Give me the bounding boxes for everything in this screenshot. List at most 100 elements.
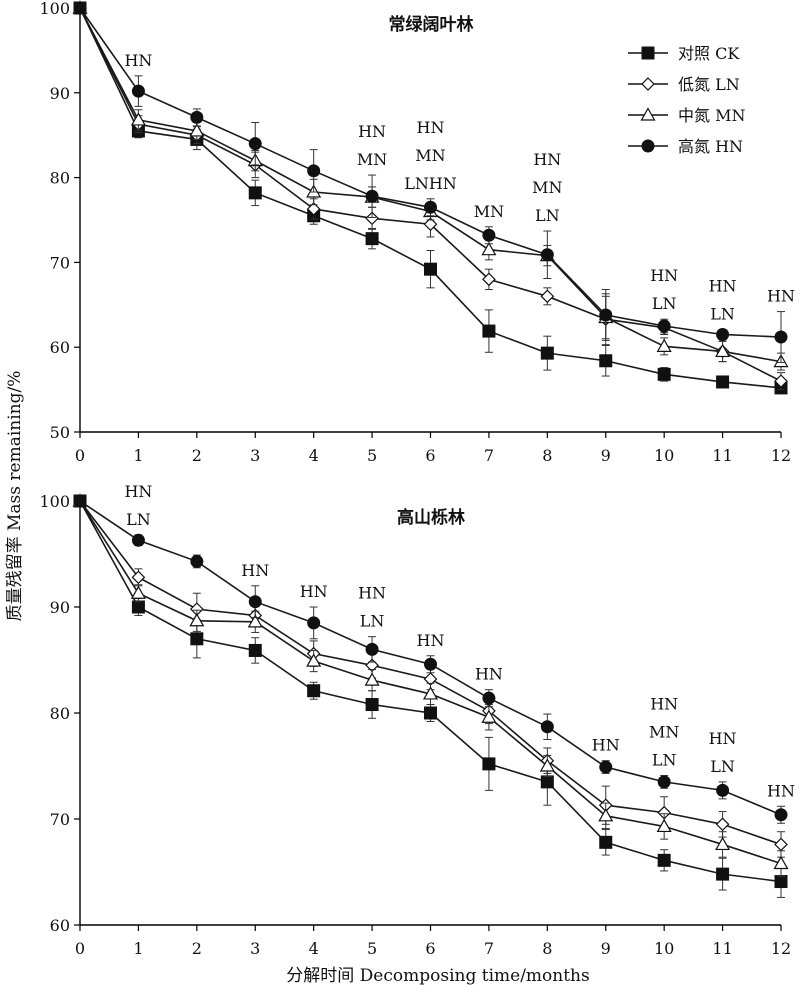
alpine-oak-point	[482, 691, 496, 705]
legend-label: 中氮 MN	[678, 106, 745, 125]
alpine-oak-significance-label: LN	[652, 751, 677, 770]
evergreen-point	[540, 289, 555, 304]
legend-item-triangle: 中氮 MN	[628, 106, 745, 125]
alpine-oak-title: 高山栎林	[397, 507, 465, 528]
evergreen-point	[482, 324, 496, 338]
evergreen-point	[424, 262, 437, 276]
alpine-oak-point	[774, 837, 788, 852]
alpine-oak-point	[131, 570, 146, 585]
evergreen-point	[190, 110, 204, 124]
evergreen-significance-label: HN	[533, 150, 561, 169]
legend-item-diamond: 低氮 LN	[628, 75, 740, 94]
alpine-oak-significance-label: HN	[709, 729, 737, 748]
alpine-oak-series-circle	[73, 494, 788, 824]
alpine-oak-point	[540, 720, 554, 734]
evergreen-point	[599, 354, 613, 368]
evergreen-x-tick-label: 11	[712, 446, 732, 465]
legend-label: 低氮 LN	[678, 75, 740, 94]
evergreen-point	[774, 374, 788, 388]
evergreen-y-tick-label: 100	[39, 0, 70, 18]
alpine-oak-point	[598, 808, 614, 822]
evergreen-series-line	[79, 7, 782, 382]
evergreen-significance-label: LNHN	[404, 174, 457, 193]
evergreen-x-tick-label: 6	[425, 446, 435, 465]
alpine-oak-x-tick-label: 8	[542, 939, 552, 958]
legend: 对照 CK 低氮 LN 中氮 MN 高氮 HN	[628, 44, 745, 156]
evergreen-x-tick-label: 10	[654, 446, 674, 465]
evergreen-point	[540, 346, 554, 360]
evergreen-significance-label: MN	[532, 178, 562, 197]
evergreen-point	[365, 189, 379, 203]
alpine-oak-significance-label: HN	[300, 582, 328, 601]
evergreen-point	[365, 211, 379, 226]
alpine-oak-significance-label: HN	[592, 736, 620, 755]
evergreen-x-tick-label: 1	[133, 446, 143, 465]
alpine-oak-point	[131, 600, 145, 614]
evergreen-significance-label: HN	[767, 287, 795, 306]
alpine-oak-point	[715, 836, 731, 851]
evergreen-series-line	[79, 7, 782, 389]
evergreen-point	[657, 367, 671, 381]
alpine-oak-y-tick-label: 60	[50, 916, 70, 935]
evergreen-point	[423, 217, 438, 232]
alpine-oak-significance-label: HN	[417, 631, 445, 650]
alpine-oak-point	[364, 672, 380, 686]
evergreen-significance-label: HN	[650, 266, 678, 285]
evergreen-y-tick-label: 70	[50, 253, 70, 272]
evergreen-point	[307, 164, 321, 178]
alpine-oak-x-tick-label: 2	[192, 939, 202, 958]
alpine-oak-point	[599, 760, 613, 774]
alpine-oak-point	[656, 818, 672, 833]
alpine-oak-point	[482, 757, 496, 771]
alpine-oak-y-tick-label: 90	[50, 598, 70, 617]
legend-marker	[641, 46, 655, 60]
alpine-oak-x-tick-label: 4	[309, 939, 319, 958]
evergreen-significance-label: HN	[417, 118, 445, 137]
alpine-oak-point	[774, 875, 788, 889]
alpine-oak-y-tick-label: 70	[50, 810, 70, 829]
alpine-oak-point	[539, 758, 555, 772]
alpine-oak-point	[424, 706, 437, 720]
alpine-oak-point	[540, 775, 554, 789]
evergreen-significance-label: LN	[535, 206, 560, 225]
alpine-oak-significance-label: HN	[241, 561, 269, 580]
alpine-oak-point	[481, 709, 497, 723]
legend-marker	[641, 139, 655, 153]
alpine-oak-y-tick-label: 80	[50, 704, 70, 723]
legend-item-square: 对照 CK	[628, 44, 740, 63]
alpine-oak-x-tick-label: 6	[425, 939, 435, 958]
evergreen-point	[424, 200, 437, 214]
alpine-oak-x-tick-label: 1	[133, 939, 143, 958]
alpine-oak-point	[130, 585, 146, 599]
alpine-oak-y-tick-label: 100	[39, 492, 70, 511]
evergreen-x-tick-label: 3	[250, 446, 260, 465]
evergreen-significance-label: HN	[124, 51, 152, 70]
evergreen-significance-label: MN	[474, 202, 504, 221]
evergreen-x-tick-label: 4	[309, 446, 319, 465]
evergreen-point	[716, 375, 730, 389]
evergreen-point	[656, 338, 672, 352]
alpine-oak-point	[657, 775, 671, 789]
alpine-oak-point	[73, 494, 87, 508]
evergreen-significance-label: LN	[652, 294, 677, 313]
y-axis-label: 质量残留率 Mass remaining/%	[5, 371, 25, 622]
evergreen-series-circle	[73, 1, 788, 363]
evergreen-y-tick-label: 80	[50, 169, 70, 188]
legend-marker	[640, 107, 656, 121]
evergreen-point	[774, 330, 788, 344]
evergreen-y-tick-label: 50	[50, 423, 70, 442]
alpine-oak-significance-label: LN	[126, 510, 151, 529]
alpine-oak-point	[307, 616, 321, 630]
alpine-oak-point	[248, 595, 262, 609]
evergreen-point	[657, 319, 671, 333]
alpine-oak-point	[716, 783, 730, 797]
evergreen-x-tick-label: 8	[542, 446, 552, 465]
alpine-oak-point	[247, 614, 263, 628]
evergreen-y-tick-label: 60	[50, 338, 70, 357]
legend-marker	[641, 77, 655, 91]
alpine-oak-point	[365, 642, 379, 656]
alpine-oak-point	[365, 698, 379, 712]
alpine-oak-series-diamond	[73, 494, 788, 858]
alpine-oak-point	[774, 808, 788, 822]
